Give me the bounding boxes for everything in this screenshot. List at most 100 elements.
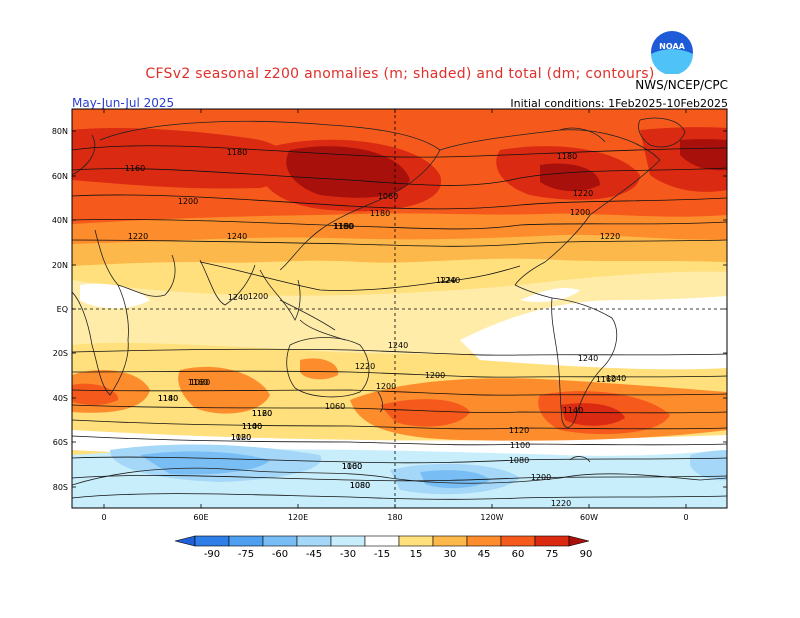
colorbar-label: 75 — [546, 549, 559, 560]
colorbar-label: 30 — [444, 549, 457, 560]
colorbar-segment — [228, 535, 264, 547]
colorbar-segment — [296, 535, 332, 547]
contour-label: 1200 — [376, 382, 396, 391]
contour-label: 1120 — [231, 433, 251, 442]
colorbar-label: -90 — [204, 549, 220, 560]
logo-text: NOAA — [659, 42, 685, 51]
lat-tick-label: 20N — [52, 261, 68, 270]
contour-label: 1180 — [334, 222, 354, 231]
lon-tick-label: 60E — [193, 513, 208, 522]
contour-label: 1080 — [509, 456, 529, 465]
graticule — [72, 109, 727, 508]
longitude-axis: 0 60E 120E 180 120W 60W 0 — [101, 109, 689, 522]
contour-label: 1240 — [228, 293, 248, 302]
colorbar-label: -30 — [340, 549, 356, 560]
contour-label: 1160 — [188, 378, 208, 387]
contour-label: 1200 — [425, 371, 445, 380]
lat-tick-label: 60S — [53, 438, 68, 447]
plot-title: CFSv2 seasonal z200 anomalies (m; shaded… — [145, 66, 655, 82]
contour-label: 1100 — [242, 422, 262, 431]
contour-label: 1240 — [440, 276, 460, 285]
contour-label: 1220 — [436, 276, 456, 285]
contour-label: 1180 — [370, 209, 390, 218]
map-frame — [71, 108, 728, 509]
contour-label: 1120 — [252, 409, 272, 418]
shaded-anomalies — [72, 109, 727, 508]
contour-label: 1080 — [350, 481, 370, 490]
contour-label: 1200 — [178, 197, 198, 206]
contour-label: 1080 — [190, 378, 210, 387]
lon-tick-label: 60W — [580, 513, 598, 522]
contour-label: 1240 — [578, 354, 598, 363]
contour-label: 1160 — [252, 409, 272, 418]
latitude-axis: 80N 60N 40N 20N EQ 20S 40S 60S 80S — [52, 127, 727, 492]
colorbar-segment — [500, 535, 536, 547]
contour-label: 1200 — [248, 292, 268, 301]
contour-label: 1100 — [510, 441, 530, 450]
colorbar-label: 15 — [410, 549, 423, 560]
contour-label: 1160 — [596, 375, 616, 384]
colorbar-label: -60 — [272, 549, 288, 560]
lat-tick-label: 40S — [53, 394, 68, 403]
lon-tick-label: 120W — [480, 513, 503, 522]
contour-label: 1120 — [509, 426, 529, 435]
lat-tick-label: 80N — [52, 127, 68, 136]
colorbar-arrow-left — [174, 535, 196, 547]
colorbar-segment — [398, 535, 434, 547]
lat-tick-label: EQ — [57, 305, 68, 314]
lat-tick-label: 80S — [53, 483, 68, 492]
forecast-period: May-Jun-Jul 2025 — [72, 96, 175, 110]
colorbar-label: -75 — [238, 549, 254, 560]
contour-label: 1220 — [551, 499, 571, 508]
lat-tick-label: 60N — [52, 172, 68, 181]
noaa-logo-icon: NOAA — [651, 31, 693, 74]
contour-label: 1140 — [158, 394, 178, 403]
contour-label: 1140 — [563, 406, 583, 415]
lon-tick-label: 0 — [101, 513, 106, 522]
contour-label: 1220 — [573, 189, 593, 198]
contour-label: 1100 — [342, 462, 362, 471]
contour-label: 1180 — [333, 222, 353, 231]
colorbar-label: 90 — [580, 549, 593, 560]
contour-label: 1180 — [158, 394, 178, 403]
contour-label: 1200 — [570, 208, 590, 217]
contour-label: 1220 — [128, 232, 148, 241]
coastlines — [72, 117, 727, 486]
initial-conditions: Initial conditions: 1Feb2025-10Feb2025 — [510, 97, 728, 110]
colorbar-label: 45 — [478, 549, 491, 560]
contour-label: 1080 — [231, 433, 251, 442]
contour-label: 1060 — [342, 462, 362, 471]
colorbar: -90 -75 -60 -45 -30 -15 15 30 45 60 75 90 — [174, 535, 593, 560]
lon-tick-label: 120E — [288, 513, 308, 522]
contour-label: 1240 — [388, 341, 408, 350]
colorbar-segment — [194, 535, 230, 547]
contour-label: 1200 — [531, 473, 551, 482]
contour-label: 1080 — [350, 481, 370, 490]
colorbar-segment — [262, 535, 298, 547]
lon-tick-label: 180 — [387, 513, 402, 522]
contour-label: 1180 — [227, 148, 247, 157]
contour-label: 1140 — [242, 422, 262, 431]
height-contours — [72, 145, 727, 500]
colorbar-segment — [364, 535, 400, 547]
contour-label: 1220 — [355, 362, 375, 371]
colorbar-label: 60 — [512, 549, 525, 560]
colorbar-arrow-right — [568, 535, 590, 547]
colorbar-label: -15 — [374, 549, 390, 560]
colorbar-segment — [466, 535, 502, 547]
contour-label: 1060 — [325, 402, 345, 411]
colorbar-segment — [432, 535, 468, 547]
contour-label: 1220 — [600, 232, 620, 241]
lat-tick-label: 40N — [52, 216, 68, 225]
contour-label: 1180 — [557, 152, 577, 161]
colorbar-label: -45 — [306, 549, 322, 560]
lat-tick-label: 20S — [53, 349, 68, 358]
colorbar-segment — [534, 535, 570, 547]
colorbar-segment — [330, 535, 366, 547]
contour-label: 1060 — [378, 192, 398, 201]
agency-label: NWS/NCEP/CPC — [635, 78, 728, 92]
lon-tick-label: 0 — [683, 513, 688, 522]
contour-label: 1160 — [125, 164, 145, 173]
